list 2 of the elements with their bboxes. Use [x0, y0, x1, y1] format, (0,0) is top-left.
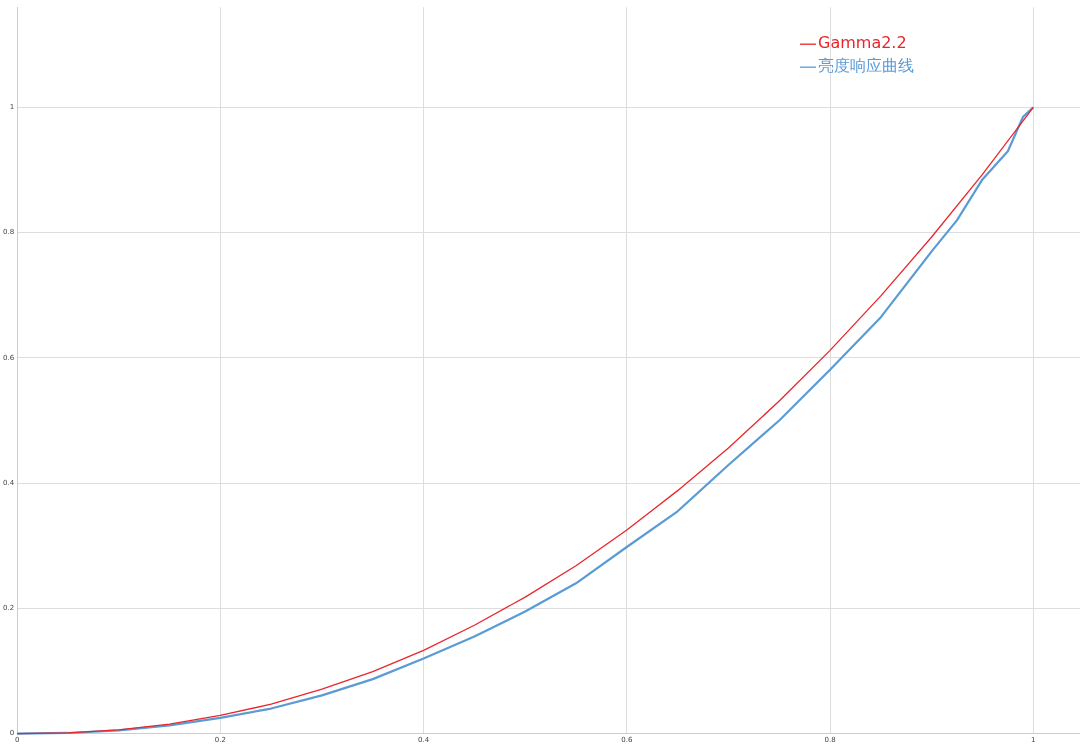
legend-label: Gamma2.2 — [818, 33, 907, 53]
legend-label: 亮度响应曲线 — [818, 56, 914, 76]
